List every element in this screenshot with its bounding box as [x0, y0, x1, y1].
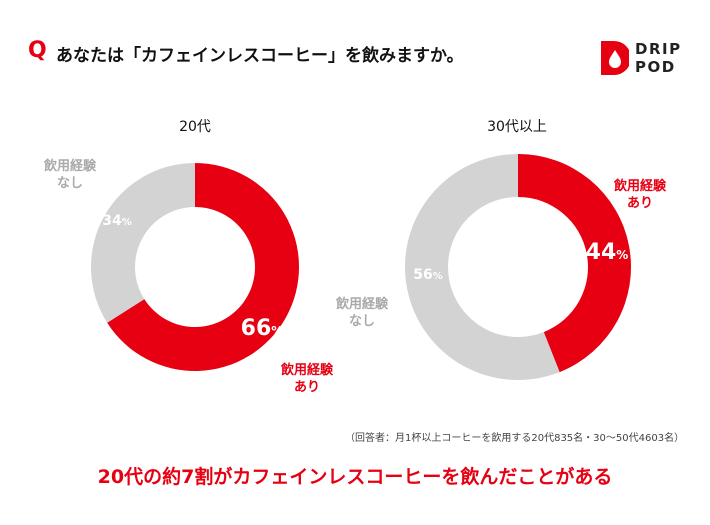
segment-label-line: 飲用経験: [613, 178, 667, 194]
drop-icon: [601, 41, 629, 75]
segment-label-1-0: 飲用経験あり: [613, 178, 667, 211]
percent-label-1-0: 44%: [586, 240, 629, 265]
drippod-logo: DRIP POD: [601, 40, 710, 80]
percent-label-0-1: 34%: [102, 213, 132, 229]
segment-label-line: あり: [294, 380, 320, 395]
segment-label-line: 飲用経験: [335, 296, 389, 312]
segment-label-line: 飲用経験: [43, 158, 97, 174]
percent-sign: %: [271, 324, 283, 338]
percent-value: 44: [586, 240, 617, 265]
respondent-note: （回答者：月1杯以上コーヒーを飲用する20代835名・30〜50代4603名）: [345, 433, 685, 444]
donut-slice-0-1: [90, 163, 195, 323]
question-text: あなたは「カフェインレスコーヒー」を飲みますか。: [56, 46, 464, 66]
percent-value: 66: [241, 316, 272, 341]
segment-label-line: なし: [57, 176, 83, 191]
question-marker: Q: [28, 38, 47, 63]
logo-line-2: POD: [635, 58, 676, 76]
logo-text: DRIP POD: [635, 40, 682, 76]
conclusion-text: 20代の約7割がカフェインレスコーヒーを飲んだことがある: [97, 466, 613, 488]
segment-label-line: なし: [349, 314, 375, 329]
donut-slice-1-0: [518, 154, 631, 373]
chart-title-30s-plus: 30代以上: [487, 119, 547, 135]
percent-label-1-1: 56%: [413, 267, 443, 283]
segment-label-0-0: 飲用経験あり: [280, 362, 334, 395]
donut-slice-1-1: [405, 154, 560, 381]
percent-sign: %: [616, 248, 628, 262]
segment-label-line: 飲用経験: [280, 362, 334, 378]
logo-line-1: DRIP: [635, 40, 682, 58]
donut-slice-0-0: [107, 163, 299, 371]
percent-value: 34: [102, 213, 122, 229]
segment-label-line: あり: [627, 196, 653, 211]
percent-label-0-0: 66%: [241, 316, 284, 341]
chart-title-20s: 20代: [179, 119, 211, 135]
segment-label-0-1: 飲用経験なし: [43, 158, 97, 191]
percent-sign: %: [122, 217, 132, 228]
segment-label-1-1: 飲用経験なし: [335, 296, 389, 329]
percent-value: 56: [413, 267, 432, 283]
percent-sign: %: [433, 271, 443, 282]
